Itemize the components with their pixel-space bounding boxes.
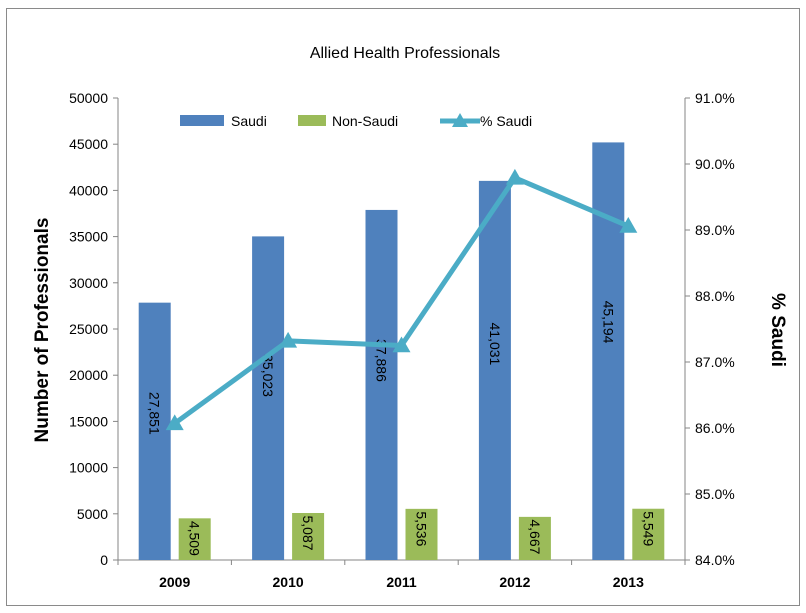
legend: Saudi Non-Saudi % Saudi [180,113,532,129]
bar-saudi [478,180,511,560]
chart-title: Allied Health Professionals [310,45,500,62]
data-label-non-saudi: 5,087 [300,515,316,550]
legend-swatch-saudi [180,115,224,126]
y-tick-label: 20000 [69,367,108,383]
data-label-saudi: 37,886 [374,339,390,382]
bar-non-saudi [632,508,665,560]
legend-swatch-non-saudi [298,115,326,126]
plot-area: 0 5000 10000 15000 20000 25000 30000 35000 40000… [69,90,735,590]
x-tick-label: 2013 [613,574,644,590]
y-tick-label: 15000 [69,413,108,429]
y2-tick-label: 86.0% [695,420,735,436]
y2-tick-label: 91.0% [695,90,735,106]
bar-saudi [592,142,625,560]
x-tick-label: 2010 [273,574,304,590]
legend-label-percent-saudi: % Saudi [480,113,532,129]
data-label-non-saudi: 5,536 [414,511,430,546]
y-tick-label: 5000 [77,506,108,522]
x-tick-label: 2012 [499,574,530,590]
y-tick-label: 10000 [69,460,108,476]
data-label-saudi: 27,851 [147,392,163,435]
data-label-saudi: 35,023 [260,354,276,397]
line-marker-percent-saudi [279,331,298,348]
y2-tick-label: 84.0% [695,552,735,568]
y-tick-label: 0 [100,552,108,568]
legend-marker-percent-saudi [452,113,468,127]
bar-saudi [252,236,285,560]
bar-saudi [138,302,171,560]
y-tick-label: 25000 [69,321,108,337]
line-marker-percent-saudi [619,217,638,233]
y-axis-label: Number of Professionals [32,218,53,443]
line-marker-percent-saudi [165,414,184,431]
y-tick-label: 40000 [69,182,108,198]
bar-non-saudi [405,508,438,560]
bar-saudi [365,209,398,561]
line-marker-percent-saudi [505,168,524,185]
y2-tick-label: 88.0% [695,288,735,304]
y-tick-label: 30000 [69,275,108,291]
legend-label-saudi: Saudi [231,113,267,129]
bar-non-saudi [518,516,551,560]
y-tick-label: 45000 [69,136,108,152]
data-label-non-saudi: 4,667 [527,519,543,554]
y2-tick-label: 90.0% [695,156,735,172]
y-tick-label: 35000 [69,229,108,245]
legend-label-non-saudi: Non-Saudi [332,113,398,129]
data-label-non-saudi: 5,549 [640,511,656,546]
line-marker-percent-saudi [392,336,411,353]
y2-tick-label: 87.0% [695,354,735,370]
line-percent-saudi [173,175,630,426]
x-tick-label: 2009 [159,574,190,590]
bar-non-saudi [178,518,211,560]
y2-tick-label: 89.0% [695,222,735,238]
data-label-saudi: 41,031 [487,322,503,365]
y-tick-label: 50000 [69,90,108,106]
y2-tick-label: 85.0% [695,486,735,502]
chart-frame [6,8,800,606]
x-tick-label: 2011 [386,574,417,590]
data-label-non-saudi: 4,509 [187,521,203,556]
data-label-saudi: 45,194 [600,301,616,344]
y2-axis-label: % Saudi [767,293,788,367]
bar-non-saudi [292,512,325,560]
